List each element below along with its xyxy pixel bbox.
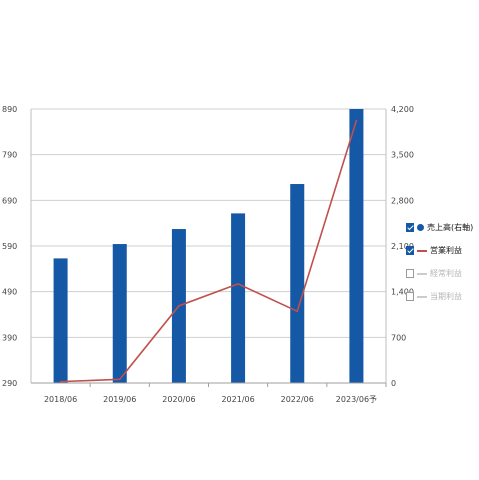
lines	[59, 119, 358, 383]
y-left-tick-label: 290	[2, 379, 17, 388]
bar	[349, 109, 364, 383]
legend-line-icon	[417, 272, 427, 275]
bars	[53, 109, 364, 383]
y-left-tick-label: 690	[2, 196, 17, 205]
legend-checkbox[interactable]	[406, 292, 414, 301]
legend-line-icon	[417, 249, 427, 252]
legend-item[interactable]: 売上高(右軸)	[406, 216, 478, 239]
line-point	[59, 380, 62, 383]
y-right-tick-label: 2,100	[391, 242, 414, 251]
bar	[231, 213, 246, 383]
line-point	[118, 378, 121, 381]
x-tick-label: 2021/06	[221, 395, 254, 404]
operating-profit-line	[60, 120, 358, 383]
x-tick-label: 2023/06予	[336, 395, 377, 404]
x-tick-label: 2018/06	[44, 395, 77, 404]
y-left-tick-label: 890	[2, 105, 17, 114]
legend-label: 経常利益	[430, 269, 462, 278]
legend-item[interactable]: 営業利益	[406, 239, 478, 262]
y-left-tick-label: 490	[2, 288, 17, 297]
legend-label: 当期利益	[430, 292, 462, 301]
y-left-tick-label: 590	[2, 242, 17, 251]
line-point	[178, 305, 180, 307]
legend-line-icon	[417, 295, 427, 298]
legend-item[interactable]: 経常利益	[406, 262, 478, 285]
x-tick-label: 2020/06	[162, 395, 195, 404]
bar	[53, 258, 68, 383]
legend-checkbox[interactable]	[406, 223, 414, 232]
y-left-tick-label: 390	[2, 333, 17, 342]
x-tick-label: 2019/06	[103, 395, 136, 404]
y-left-tick-label: 790	[2, 151, 17, 160]
legend-label: 営業利益	[430, 246, 462, 255]
y-right-tick-label: 0	[391, 379, 396, 388]
legend: 売上高(右軸) 営業利益経常利益当期利益	[406, 216, 478, 308]
grid	[31, 108, 386, 384]
y-right-tick-label: 3,500	[391, 151, 414, 160]
legend-item[interactable]: 当期利益	[406, 285, 478, 308]
line-point	[296, 310, 299, 313]
line-point	[355, 119, 358, 122]
legend-dot-icon	[417, 224, 424, 231]
legend-checkbox[interactable]	[406, 269, 414, 278]
y-right-tick-label: 4,200	[391, 105, 414, 114]
y-right-tick-label: 1,400	[391, 288, 414, 297]
bar	[112, 244, 127, 383]
axes: 890 4,200 790 3,500 690 2,800 590 2,100 490 1,400…	[2, 105, 414, 404]
y-right-tick-label: 2,800	[391, 196, 414, 205]
line-point	[237, 283, 239, 285]
bar	[290, 184, 305, 383]
y-right-tick-label: 700	[391, 333, 406, 342]
legend-label: 売上高(右軸)	[427, 223, 474, 232]
legend-checkbox[interactable]	[406, 246, 414, 255]
x-tick-label: 2022/06	[281, 395, 314, 404]
